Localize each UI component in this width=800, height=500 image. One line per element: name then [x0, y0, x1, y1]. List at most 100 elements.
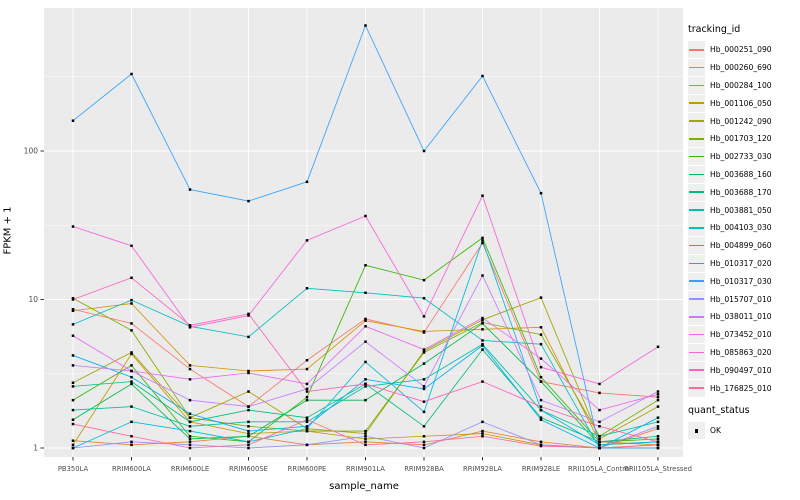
data-point	[422, 330, 426, 333]
legend-key	[688, 201, 705, 219]
legend-color-line-icon	[689, 120, 704, 122]
data-point	[422, 410, 426, 414]
legend-color-line-icon	[689, 351, 704, 354]
x-tick-label: RRIM600LA	[112, 465, 151, 473]
data-point	[481, 236, 484, 240]
legend-color-line-icon	[689, 66, 704, 69]
panel-background	[44, 8, 683, 457]
legend-item-Hb_176825_010: Hb_176825_010	[688, 379, 800, 397]
legend-item-label: Hb_000284_100	[710, 80, 772, 90]
data-point	[247, 429, 250, 433]
legend-key	[688, 361, 705, 379]
legend-color-line-icon	[689, 244, 704, 247]
data-point	[481, 342, 484, 346]
data-point	[364, 443, 367, 447]
legend-item-label: Hb_090497_010	[710, 365, 772, 375]
x-tick-label: RRIM928LA	[463, 465, 502, 473]
legend-key	[688, 112, 705, 130]
data-point	[422, 349, 426, 353]
data-point	[305, 443, 309, 447]
data-point	[481, 74, 484, 78]
data-point	[539, 405, 543, 408]
data-point	[71, 418, 75, 421]
data-point	[656, 443, 660, 447]
legend-item-quant-ok: OK	[688, 422, 800, 440]
data-point	[188, 434, 192, 438]
legend-color-line-icon	[689, 102, 704, 105]
data-point	[481, 380, 484, 383]
y-axis-title: FPKM + 1	[2, 206, 14, 255]
legend-item-Hb_001703_120: Hb_001703_120	[688, 130, 800, 148]
data-point	[656, 425, 660, 428]
data-point	[422, 278, 426, 282]
data-point	[598, 443, 601, 447]
data-point	[364, 398, 367, 402]
data-point	[188, 412, 192, 416]
data-point	[71, 443, 75, 447]
legend-item-Hb_010317_030: Hb_010317_030	[688, 272, 800, 290]
legend-key	[688, 183, 705, 201]
data-point	[481, 316, 484, 320]
x-tick-label: RRIM600SE	[229, 465, 268, 473]
data-point	[481, 339, 484, 342]
legend-item-label: Hb_010317_030	[710, 276, 772, 286]
legend-item-label: Hb_176825_010	[710, 383, 772, 393]
legend-key	[688, 272, 705, 290]
legend-key	[688, 94, 705, 112]
data-point	[188, 443, 192, 447]
data-point	[422, 443, 426, 447]
data-point	[364, 432, 367, 435]
data-point	[422, 348, 426, 351]
data-point	[364, 378, 367, 381]
data-point	[305, 239, 309, 242]
y-tick-label: 10	[28, 295, 38, 304]
data-point	[130, 351, 133, 354]
data-point	[305, 416, 309, 419]
data-point	[598, 434, 601, 438]
legend-item-Hb_038011_010: Hb_038011_010	[688, 308, 800, 326]
data-point	[188, 367, 192, 371]
data-point	[130, 244, 133, 248]
data-point	[422, 362, 426, 365]
legend-item-Hb_003688_160: Hb_003688_160	[688, 165, 800, 184]
legend-key	[688, 343, 705, 361]
data-point	[305, 398, 309, 402]
data-point	[71, 408, 75, 412]
data-point	[71, 364, 75, 367]
data-point	[481, 348, 484, 351]
legend-item-Hb_000284_100: Hb_000284_100	[688, 76, 800, 95]
legend-key	[688, 59, 705, 77]
data-point	[247, 440, 250, 444]
data-point	[247, 420, 250, 424]
legend-color-line-icon	[689, 155, 704, 158]
legend-item-Hb_002733_030: Hb_002733_030	[688, 148, 800, 166]
data-point	[481, 274, 484, 277]
x-tick-label: RRIM928LE	[522, 465, 560, 473]
data-point	[364, 214, 367, 218]
data-point	[305, 180, 309, 184]
data-point	[247, 425, 250, 428]
data-point	[481, 322, 484, 325]
data-point	[71, 398, 75, 402]
legend-item-Hb_073452_010: Hb_073452_010	[688, 326, 800, 344]
data-point	[305, 429, 309, 433]
x-tick-label: RRII105LA_Control	[568, 465, 631, 473]
data-point	[656, 393, 660, 396]
data-point	[598, 382, 601, 386]
data-point	[247, 434, 250, 438]
data-point	[539, 416, 543, 419]
legend-item-Hb_015707_010: Hb_015707_010	[688, 290, 800, 308]
data-point	[364, 319, 367, 322]
data-point	[130, 443, 133, 447]
data-point	[539, 342, 543, 346]
data-point	[130, 440, 133, 444]
legend-color-line-icon	[689, 191, 704, 194]
legend-item-label: Hb_001106_050	[710, 98, 772, 108]
data-point	[71, 385, 75, 388]
data-point	[130, 72, 133, 76]
legend-block-quant-status: quant_status OK	[688, 405, 800, 440]
x-tick-label: RRIM600LE	[171, 465, 209, 473]
data-point	[481, 429, 484, 433]
